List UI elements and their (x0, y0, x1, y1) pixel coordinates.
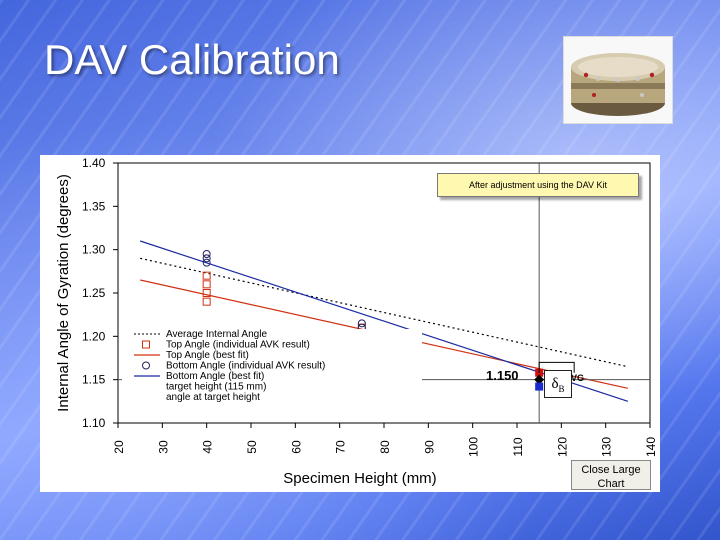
delta-bracket (538, 361, 575, 373)
top-angle-point (202, 271, 211, 280)
y-tick-label: 1.25 (82, 286, 106, 300)
x-tick-label: 50 (245, 440, 259, 454)
x-tick-label: 130 (600, 437, 614, 457)
delta-symbol: δ (551, 376, 559, 392)
y-tick-label: 1.35 (82, 199, 106, 213)
legend-symbol (142, 340, 150, 349)
x-tick-label: 110 (511, 437, 525, 456)
bottom-angle-point (202, 250, 211, 258)
y-axis-label: Internal Angle of Gyration (degrees) (55, 174, 72, 412)
legend-label: Top Angle (individual AVK result) (166, 340, 310, 351)
top-angle-point (202, 297, 211, 306)
x-axis-label: Specimen Height (mm) (283, 470, 436, 487)
target-angle-marker (535, 382, 544, 391)
y-tick-label: 1.30 (82, 243, 106, 257)
series-line-0 (140, 257, 628, 368)
avg-label: VG (571, 373, 585, 383)
legend-box (122, 329, 422, 411)
y-tick-label: 1.40 (82, 156, 106, 170)
x-tick-label: 20 (112, 440, 126, 454)
bottom-angle-point (202, 254, 211, 263)
y-tick-label: 1.20 (82, 329, 106, 343)
bottom-angle-point (357, 319, 366, 328)
y-tick-label: 1.15 (82, 373, 106, 387)
legend-label: target height (115 mm) (166, 382, 266, 393)
delta-subscript: B (558, 384, 565, 394)
y-tick-label: 1.10 (82, 416, 106, 430)
x-tick-label: 30 (156, 440, 170, 454)
x-tick-label: 80 (378, 440, 392, 454)
slide-title: DAV Calibration (44, 36, 340, 83)
delta-b-label: δB (544, 370, 572, 398)
legend-label: Top Angle (best fit) (166, 350, 249, 361)
dav-kit-photo (563, 36, 673, 124)
top-angle-point (202, 289, 211, 297)
legend-label: angle at target height (166, 392, 260, 403)
target-angle-value: 1.150 (486, 368, 519, 383)
calibration-chart: 1.10 1.15 1.20 1.25 1.30 1.35 1.40 20 30 40 50 60 70… (40, 155, 660, 492)
legend-symbol (142, 361, 150, 370)
legend-label: Bottom Angle (best fit) (166, 371, 264, 382)
chart-canvas: 1.10 1.15 1.20 1.25 1.30 1.35 1.40 20 30 40 50 60 70… (55, 156, 658, 487)
x-tick-label: 70 (334, 440, 348, 454)
x-tick-label: 40 (201, 440, 215, 454)
dav-kit-illustration (571, 53, 665, 116)
top-angle-point (202, 280, 211, 289)
chart-callout: After adjustment using the DAV Kit (437, 173, 639, 197)
x-tick-label: 140 (644, 437, 658, 457)
angle-at-target-marker (534, 374, 545, 385)
legend-label: Average Internal Angle (166, 329, 267, 340)
close-large-chart-button[interactable]: Close Large Chart (571, 460, 651, 490)
bottom-angle-point (202, 258, 211, 267)
x-tick-label: 100 (467, 437, 481, 457)
legend-label: Bottom Angle (individual AVK result) (166, 361, 325, 372)
x-tick-label: 60 (289, 440, 303, 454)
x-tick-label: 120 (555, 437, 569, 457)
x-tick-label: 90 (422, 440, 436, 454)
